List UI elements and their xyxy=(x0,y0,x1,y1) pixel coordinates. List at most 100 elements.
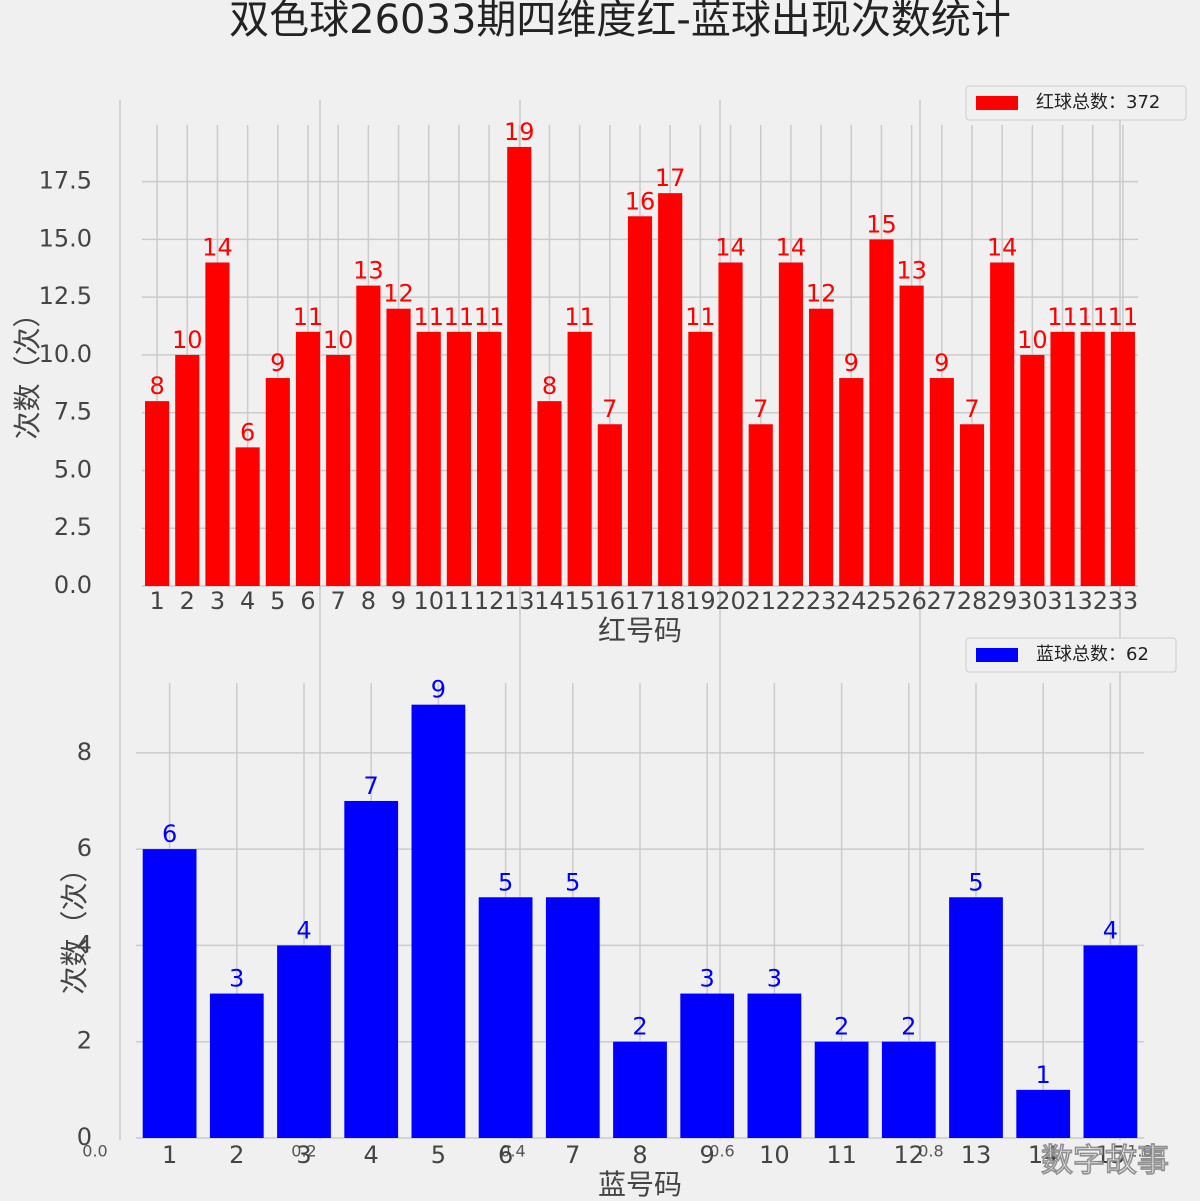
data-label: 11 xyxy=(685,303,716,331)
x-tick-label: 7 xyxy=(565,1141,580,1169)
data-label: 11 xyxy=(564,303,595,331)
data-label: 11 xyxy=(413,303,444,331)
bar xyxy=(869,239,894,586)
bar xyxy=(949,897,1003,1138)
bar xyxy=(142,849,197,1138)
x-tick-label: 8 xyxy=(361,587,376,615)
x-tick-label: 13 xyxy=(504,587,535,615)
data-label: 3 xyxy=(229,965,244,993)
bar xyxy=(778,262,803,586)
watermark: 数字故事 xyxy=(1041,1141,1169,1179)
data-label: 2 xyxy=(632,1013,647,1041)
data-label: 11 xyxy=(1108,303,1139,331)
data-label: 7 xyxy=(364,772,379,800)
data-label: 10 xyxy=(1017,326,1048,354)
x-axis-label: 红号码 xyxy=(598,614,682,647)
x-tick-label: 22 xyxy=(776,587,807,615)
bar xyxy=(597,424,622,586)
data-label: 12 xyxy=(806,280,837,308)
bar xyxy=(175,354,200,586)
x-tick-label: 17 xyxy=(625,587,656,615)
y-tick-label: 15.0 xyxy=(39,224,92,252)
data-label: 15 xyxy=(866,210,897,238)
x-tick-label: 25 xyxy=(866,587,897,615)
ghost-x-tick-label: 0.6 xyxy=(709,1142,734,1161)
y-tick-label: 2.5 xyxy=(54,513,92,541)
y-tick-label: 0 xyxy=(77,1123,92,1151)
bar xyxy=(567,331,592,586)
y-tick-label: 7.5 xyxy=(54,398,92,426)
data-label: 12 xyxy=(383,280,414,308)
x-tick-label: 11 xyxy=(444,587,475,615)
data-label: 4 xyxy=(1103,916,1118,944)
x-tick-label: 1 xyxy=(162,1141,177,1169)
data-label: 13 xyxy=(896,257,927,285)
data-label: 9 xyxy=(934,349,949,377)
x-tick-label: 6 xyxy=(498,1141,513,1169)
data-label: 16 xyxy=(625,187,656,215)
bar xyxy=(235,447,260,586)
bar xyxy=(478,897,533,1138)
y-axis-label: 次数（次） xyxy=(11,299,44,439)
bar xyxy=(545,897,600,1138)
x-tick-label: 30 xyxy=(1017,587,1048,615)
data-label: 5 xyxy=(498,868,513,896)
bar xyxy=(1110,331,1135,586)
y-tick-label: 5.0 xyxy=(54,455,92,483)
x-tick-label: 31 xyxy=(1047,587,1078,615)
bar xyxy=(839,378,864,586)
x-tick-label: 3 xyxy=(210,587,225,615)
x-tick-label: 21 xyxy=(745,587,776,615)
x-tick-label: 18 xyxy=(655,587,686,615)
bar xyxy=(718,262,743,586)
x-tick-label: 5 xyxy=(431,1141,446,1169)
data-label: 11 xyxy=(444,303,475,331)
x-tick-label: 23 xyxy=(806,587,837,615)
bar xyxy=(344,800,399,1138)
x-tick-label: 8 xyxy=(632,1141,647,1169)
legend-swatch xyxy=(976,648,1018,662)
x-tick-label: 28 xyxy=(957,587,988,615)
data-label: 11 xyxy=(1077,303,1108,331)
x-tick-label: 12 xyxy=(894,1141,925,1169)
bar xyxy=(688,331,713,586)
y-tick-label: 17.5 xyxy=(39,167,92,195)
data-label: 10 xyxy=(323,326,354,354)
x-tick-label: 15 xyxy=(1095,1141,1126,1169)
data-label: 5 xyxy=(968,868,983,896)
bar xyxy=(1016,1089,1071,1138)
y-tick-label: 12.5 xyxy=(39,282,92,310)
x-tick-label: 6 xyxy=(300,587,315,615)
bar xyxy=(1080,331,1105,586)
data-label: 8 xyxy=(542,372,557,400)
y-tick-label: 10.0 xyxy=(39,340,92,368)
bar xyxy=(1050,331,1075,586)
x-tick-label: 16 xyxy=(595,587,626,615)
data-label: 11 xyxy=(293,303,324,331)
bar xyxy=(899,285,924,586)
data-label: 11 xyxy=(474,303,505,331)
y-tick-label: 2 xyxy=(77,1027,92,1055)
x-tick-label: 2 xyxy=(229,1141,244,1169)
ghost-x-tick-label: 1.0 xyxy=(1127,1142,1152,1161)
data-label: 3 xyxy=(700,965,715,993)
bar xyxy=(326,354,351,586)
data-label: 7 xyxy=(753,395,768,423)
data-label: 14 xyxy=(987,233,1018,261)
bar xyxy=(881,1041,936,1138)
legend-box xyxy=(965,637,1177,673)
data-label: 19 xyxy=(504,118,535,146)
data-label: 2 xyxy=(901,1013,916,1041)
x-tick-label: 24 xyxy=(836,587,867,615)
data-label: 2 xyxy=(834,1013,849,1041)
x-tick-label: 12 xyxy=(474,587,505,615)
x-tick-label: 10 xyxy=(759,1141,790,1169)
legend-label: 蓝球总数：62 xyxy=(1036,644,1149,665)
bar xyxy=(265,378,290,586)
legend-swatch xyxy=(976,96,1018,110)
x-tick-label: 33 xyxy=(1108,587,1139,615)
bar xyxy=(477,331,502,586)
bar xyxy=(416,331,441,586)
x-tick-label: 9 xyxy=(700,1141,715,1169)
